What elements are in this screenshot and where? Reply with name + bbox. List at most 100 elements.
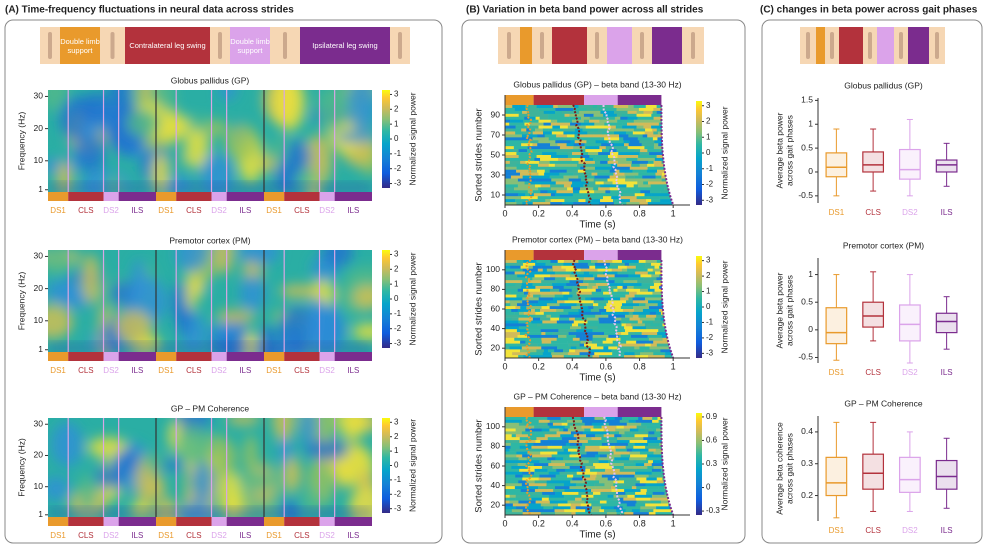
phase-bar — [176, 352, 212, 361]
raster-cell — [629, 291, 637, 295]
raster-cell — [645, 445, 662, 450]
raster-cell — [584, 343, 598, 347]
raster-cell — [521, 285, 536, 290]
phase-bar — [505, 95, 534, 105]
y-tick-label: 100 — [486, 264, 500, 274]
raster-cell — [505, 434, 513, 438]
raster-cell — [657, 169, 665, 173]
raster-cell — [599, 202, 615, 206]
colorbar — [382, 418, 390, 513]
raster-cell — [566, 283, 576, 287]
raster-cell — [511, 291, 521, 295]
raster-cell — [586, 178, 594, 182]
raster-cell — [620, 306, 634, 310]
raster-cell — [550, 274, 563, 278]
raster-cell — [542, 152, 557, 156]
raster-cell — [590, 196, 604, 200]
raster-cell — [581, 497, 599, 501]
raster-cell — [534, 309, 541, 313]
raster-cell — [620, 320, 639, 324]
raster-cell — [609, 187, 619, 191]
raster-cell — [572, 477, 583, 481]
raster-cell — [505, 125, 516, 129]
raster-cell — [656, 428, 662, 432]
y-tick-label: 0.5 — [801, 296, 813, 306]
raster-cell — [552, 332, 569, 336]
raster-cell — [561, 265, 575, 269]
raster-cell — [624, 143, 629, 147]
raster-cell — [550, 199, 565, 203]
raster-cell — [646, 199, 652, 203]
phase-bar — [617, 250, 662, 260]
raster-cell — [533, 442, 546, 447]
heatmap-blob — [48, 304, 73, 339]
phase-label: DS2 — [211, 531, 227, 540]
heatmap-blobs — [48, 250, 372, 352]
raster-cell — [618, 190, 632, 194]
raster-cell — [555, 140, 571, 144]
raster-cell — [655, 512, 667, 516]
raster-cell — [601, 437, 618, 441]
raster-cell — [607, 494, 614, 499]
raster-cell — [611, 196, 621, 200]
raster-cell — [638, 172, 644, 176]
colorbar-tick-label: 2 — [706, 271, 711, 280]
raster-cell — [525, 428, 542, 432]
raster-cell — [662, 334, 667, 339]
heatmap-blob — [346, 266, 372, 289]
raster-cell — [658, 202, 673, 206]
raster-cell — [505, 184, 519, 188]
raster-cell — [519, 445, 532, 450]
raster-cell — [519, 172, 531, 176]
raster-cell — [546, 268, 554, 272]
raster-cell — [585, 509, 592, 513]
phase-label: DS1 — [266, 206, 282, 215]
raster-cell — [642, 329, 652, 333]
colorbar-tick-label: 3 — [394, 417, 399, 426]
raster-cell — [538, 160, 550, 165]
raster-cell — [511, 509, 523, 513]
raster-cell — [515, 125, 525, 129]
raster-cell — [567, 448, 578, 452]
raster-cell — [625, 283, 642, 287]
raster-cell — [594, 352, 613, 356]
y-tick-label: 100 — [486, 421, 500, 431]
raster-cell — [522, 471, 535, 475]
phase-bar — [319, 352, 335, 361]
raster-cell — [609, 175, 619, 179]
raster-cell — [593, 187, 599, 191]
colorbar-tick-label: 1 — [394, 279, 399, 288]
phase-bar — [103, 192, 119, 201]
raster-cell — [600, 491, 617, 496]
phase-label: DS1 — [50, 366, 66, 375]
raster-cell — [535, 355, 553, 359]
raster-cell — [573, 285, 588, 290]
phase-bar — [48, 352, 69, 361]
raster-cell — [604, 119, 618, 123]
y-axis-label: across gait phases — [784, 275, 794, 346]
raster-cell — [652, 110, 658, 115]
raster-cell — [505, 169, 517, 173]
raster-cell — [648, 442, 660, 447]
raster-cell — [557, 143, 567, 147]
raster-cell — [647, 334, 663, 339]
raster-cell — [514, 187, 526, 191]
y-tick-label: 20 — [34, 283, 44, 293]
raster-cell — [597, 268, 612, 272]
colorbar — [696, 413, 702, 515]
raster-cell — [521, 343, 538, 347]
raster-cell — [661, 160, 664, 165]
heatmap-blob — [51, 422, 83, 467]
raster-cell — [539, 509, 555, 513]
raster-cell — [511, 309, 518, 313]
raster-cell — [588, 460, 599, 464]
raster-cell — [643, 437, 658, 441]
raster-cell — [505, 463, 518, 467]
phase-label: DS1 — [266, 531, 282, 540]
raster-cell — [573, 265, 590, 269]
y-tick-label: 10 — [34, 155, 44, 165]
heatmap-blob — [337, 418, 368, 440]
heatmap-blob — [205, 120, 228, 136]
raster-cell — [629, 451, 641, 455]
raster-cell — [613, 105, 629, 109]
